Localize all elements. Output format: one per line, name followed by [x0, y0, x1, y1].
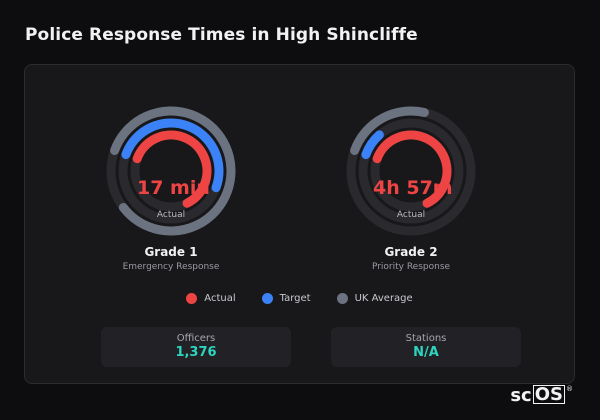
legend-label: UK Average — [354, 293, 413, 304]
gauge-sub-label: Actual — [156, 210, 186, 220]
gauge-grade-1-rings — [106, 106, 236, 236]
logo-boxed-text: OS — [532, 384, 565, 405]
gauge-description: Emergency Response — [122, 262, 220, 272]
stat-label: Stations — [405, 333, 447, 344]
legend-item-actual: Actual — [186, 293, 236, 304]
gauge-description: Priority Response — [371, 262, 451, 272]
legend-dot-target — [261, 293, 273, 304]
uk-average-ring — [346, 106, 476, 236]
stat-value: N/A — [413, 345, 439, 360]
page-title: Police Response Times in High Shincliffe — [25, 25, 418, 45]
gauge-grade-2-rings — [346, 106, 476, 236]
logo-text: sc — [510, 385, 532, 406]
target-ring — [358, 118, 464, 224]
gauge-title: Grade 2 — [384, 245, 438, 259]
legend-item-uk-average: UK Average — [336, 293, 413, 304]
gauge-sub-label: Actual — [396, 210, 426, 220]
actual-ring — [370, 130, 452, 212]
stat-stations: Stations N/A — [331, 327, 521, 367]
legend-label: Target — [279, 293, 311, 304]
legend: Actual Target UK Average — [25, 293, 574, 304]
gauge-title: Grade 1 — [144, 245, 198, 259]
gauge-value: 17 min — [137, 177, 210, 199]
legend-dot-actual — [186, 293, 198, 304]
uk-average-ring — [106, 106, 236, 236]
gauge-grade-2: 4h 57m Actual Grade 2 Priority Response — [311, 101, 511, 281]
stat-label: Officers — [176, 333, 216, 344]
gauge-grade-1: 17 min Actual Grade 1 Emergency Response — [71, 101, 271, 281]
logo-registered-mark: ® — [566, 385, 573, 393]
legend-dot-uk-average — [336, 293, 348, 304]
gauge-value: 4h 57m — [373, 177, 453, 199]
actual-ring — [130, 130, 212, 212]
target-track — [358, 118, 464, 224]
stat-value: 1,376 — [175, 345, 217, 360]
response-times-card: 17 min Actual Grade 1 Emergency Response… — [24, 64, 575, 384]
target-ring — [118, 118, 224, 224]
scos-logo: sc OS ® — [510, 385, 573, 406]
stat-officers: Officers 1,376 — [101, 327, 291, 367]
legend-item-target: Target — [261, 293, 311, 304]
legend-label: Actual — [204, 293, 236, 304]
